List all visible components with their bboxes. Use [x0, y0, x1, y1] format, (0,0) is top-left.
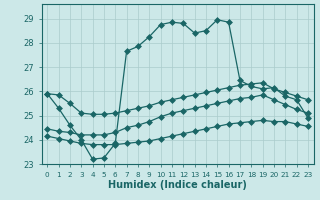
X-axis label: Humidex (Indice chaleur): Humidex (Indice chaleur)	[108, 180, 247, 190]
